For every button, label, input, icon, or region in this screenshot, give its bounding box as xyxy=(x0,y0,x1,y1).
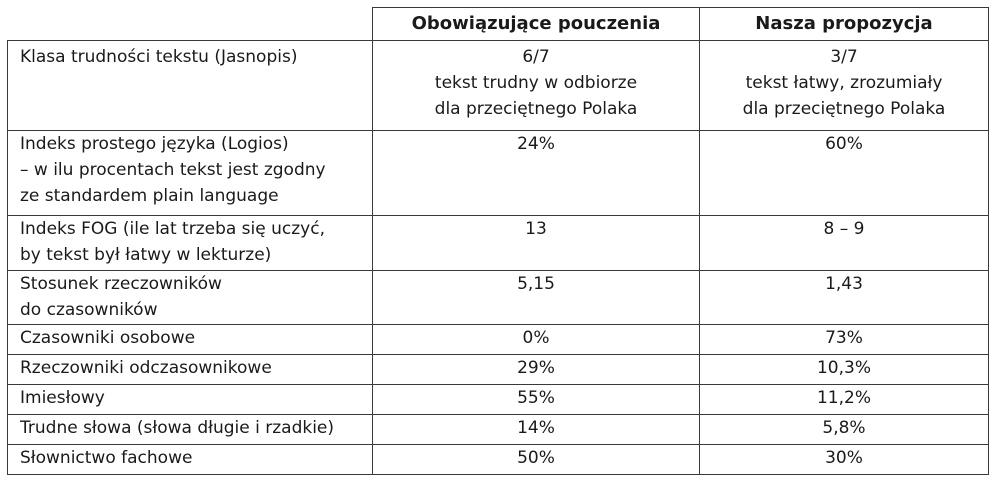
current-value: 0% xyxy=(372,324,700,355)
proposal-value: 30% xyxy=(699,444,989,475)
row-label: Trudne słowa (słowa długie i rzadkie) xyxy=(7,414,373,445)
table-row: Trudne słowa (słowa długie i rzadkie) 14… xyxy=(7,414,989,445)
current-value: 5,15 xyxy=(517,274,555,294)
row-label: Stosunek rzeczowników do czasowników xyxy=(7,270,373,325)
proposal-value-cell: 8 – 9 xyxy=(699,215,989,271)
header-our-proposal: Nasza propozycja xyxy=(699,7,989,41)
table-row: Słownictwo fachowe 50% 30% xyxy=(7,444,989,475)
table-row: Klasa trudności tekstu (Jasnopis) 6/7 te… xyxy=(7,40,989,131)
row-label: Słownictwo fachowe xyxy=(7,444,373,475)
row-label: Rzeczowniki odczasownikowe xyxy=(7,354,373,385)
proposal-value: 73% xyxy=(699,324,989,355)
proposal-value: 8 – 9 xyxy=(823,219,865,239)
current-note-line: tekst trudny w odbiorze xyxy=(434,73,638,93)
proposal-value: 3/7 xyxy=(830,47,858,67)
current-value: 29% xyxy=(372,354,700,385)
current-note-line: dla przeciętnego Polaka xyxy=(434,99,638,119)
table-row: Rzeczowniki odczasownikowe 29% 10,3% xyxy=(7,354,989,385)
proposal-value: 11,2% xyxy=(699,384,989,415)
proposal-value-cell: 3/7 tekst łatwy, zrozumiały dla przecięt… xyxy=(699,40,989,131)
row-label-line: do czasowników xyxy=(20,300,158,320)
proposal-note-line: dla przeciętnego Polaka xyxy=(742,99,946,119)
row-label: Klasa trudności tekstu (Jasnopis) xyxy=(7,40,373,131)
header-current-instructions: Obowiązujące pouczenia xyxy=(372,7,700,41)
table-row: Imiesłowy 55% 11,2% xyxy=(7,384,989,415)
proposal-note-line: tekst łatwy, zrozumiały xyxy=(745,73,943,93)
current-value-cell: 13 xyxy=(372,215,700,271)
current-value: 6/7 xyxy=(522,47,550,67)
header-empty-cell xyxy=(7,7,373,41)
row-label-line: by tekst był łatwy w lekturze) xyxy=(20,245,272,265)
table-header-row: Obowiązujące pouczenia Nasza propozycja xyxy=(7,7,989,41)
row-label: Indeks FOG (ile lat trzeba się uczyć, by… xyxy=(7,215,373,271)
table-row: Indeks prostego języka (Logios) – w ilu … xyxy=(7,130,989,216)
row-label-line: – w ilu procentach tekst jest zgodny xyxy=(20,160,326,180)
row-label-line: Indeks FOG (ile lat trzeba się uczyć, xyxy=(20,219,325,239)
row-label: Czasowniki osobowe xyxy=(7,324,373,355)
proposal-value: 60% xyxy=(825,134,863,154)
row-label-line: Klasa trudności tekstu (Jasnopis) xyxy=(20,47,298,67)
row-label: Indeks prostego języka (Logios) – w ilu … xyxy=(7,130,373,216)
current-value: 24% xyxy=(517,134,555,154)
current-value-cell: 24% xyxy=(372,130,700,216)
row-label-line: Indeks prostego języka (Logios) xyxy=(20,134,289,154)
proposal-value: 5,8% xyxy=(699,414,989,445)
current-value: 14% xyxy=(372,414,700,445)
row-label-line: ze standardem plain language xyxy=(20,186,279,206)
comparison-table: Obowiązujące pouczenia Nasza propozycja … xyxy=(7,7,989,475)
proposal-value: 10,3% xyxy=(699,354,989,385)
proposal-value: 1,43 xyxy=(825,274,863,294)
current-value: 50% xyxy=(372,444,700,475)
table-row: Czasowniki osobowe 0% 73% xyxy=(7,324,989,355)
row-label-line: Stosunek rzeczowników xyxy=(20,274,222,294)
current-value: 13 xyxy=(525,219,547,239)
proposal-value-cell: 1,43 xyxy=(699,270,989,325)
table-row: Stosunek rzeczowników do czasowników 5,1… xyxy=(7,270,989,325)
row-label: Imiesłowy xyxy=(7,384,373,415)
current-value-cell: 5,15 xyxy=(372,270,700,325)
current-value-cell: 6/7 tekst trudny w odbiorze dla przecięt… xyxy=(372,40,700,131)
table-row: Indeks FOG (ile lat trzeba się uczyć, by… xyxy=(7,215,989,271)
proposal-value-cell: 60% xyxy=(699,130,989,216)
current-value: 55% xyxy=(372,384,700,415)
